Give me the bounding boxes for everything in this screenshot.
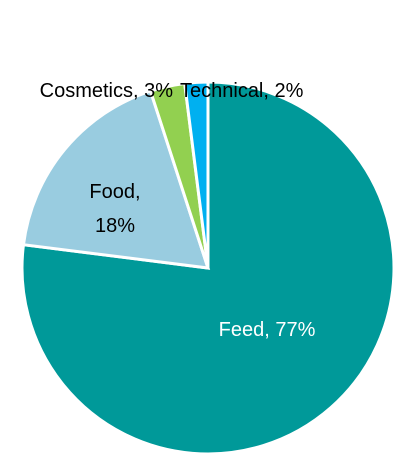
data-label-line: 18%	[95, 215, 135, 237]
pie-labels: Feed, 77% Food, 18% Cosmetics, 3% Technical,…	[40, 80, 316, 341]
pie-slice-technical	[183, 80, 210, 269]
data-label-feed: Feed, 77%	[219, 319, 316, 341]
pie-slices	[20, 80, 396, 456]
data-label-technical: Technical, 2%	[180, 80, 304, 102]
data-label-line: Food,	[89, 181, 140, 203]
data-label-food: Food, 18%	[89, 181, 140, 237]
data-label-cosmetics: Cosmetics, 3%	[40, 80, 174, 102]
pie-slice-food	[21, 89, 211, 270]
